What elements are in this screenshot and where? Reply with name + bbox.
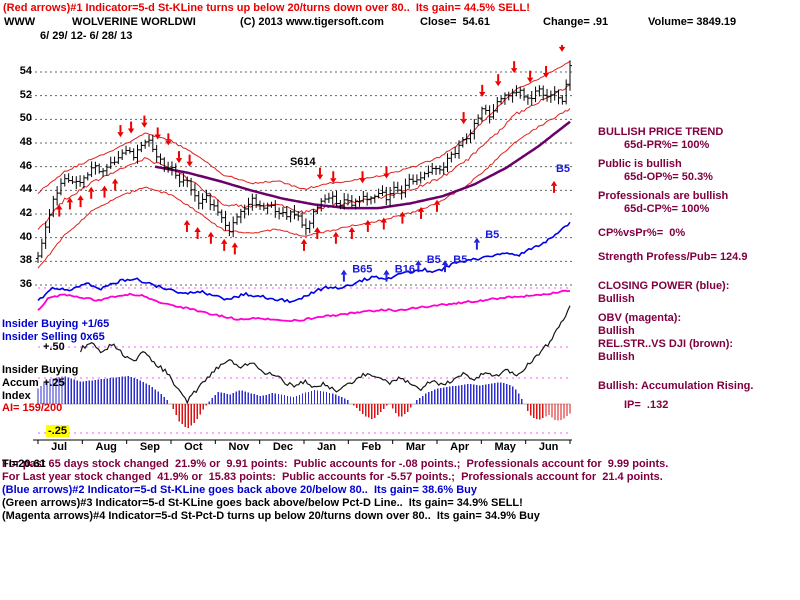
ti-indicator-overlay: TI=20.61	[2, 458, 46, 470]
panel-line: CLOSING POWER (blue):	[598, 280, 730, 292]
month-label: Dec	[272, 441, 294, 453]
scale-minus25-label: -.25	[46, 425, 69, 437]
accum-label-line1: Insider Buying	[2, 364, 79, 376]
footer-note-line: (Magenta arrows)#4 Indicator=5-d St-Pct-…	[2, 510, 540, 522]
month-label: Feb	[361, 441, 382, 453]
price-tick-label: 48	[19, 136, 32, 148]
change-value: Change= .91	[543, 16, 609, 28]
panel-line: Bullish	[598, 325, 635, 337]
accum-label-line2: Accum	[2, 377, 39, 389]
price-tick-label: 52	[19, 88, 32, 101]
svg-text:B5: B5	[427, 254, 441, 266]
price-tick-label: 44	[19, 183, 32, 196]
svg-text:B5: B5	[485, 229, 499, 241]
price-tick-label: 50	[19, 112, 32, 125]
company-name: WOLVERINE WORLDWI	[72, 16, 196, 28]
price-tick-label: 40	[19, 230, 32, 243]
footer-note-line: For Last year stock changed 41.9% or 15.…	[2, 471, 663, 483]
footer-note-line: (Green arrows)#3 Indicator=5-d St-KLine …	[2, 497, 523, 509]
svg-text:B5: B5	[453, 254, 467, 266]
month-label: May	[494, 441, 516, 453]
copyright-text: (C) 2013 www.tigersoft.com	[240, 16, 384, 28]
panel-line: Bullish: Accumulation Rising.	[598, 380, 754, 392]
footer-note-line: (Blue arrows)#2 Indicator=5-d St-KLine g…	[2, 484, 477, 496]
price-volume-chart: S614 B65 B16 B5 B5 B5 B5	[30, 45, 572, 444]
price-tick-label: 36	[19, 278, 32, 290]
month-label: Jun	[538, 441, 559, 453]
month-label: Aug	[95, 441, 117, 453]
insider-buying-label: Insider Buying +1/65	[2, 318, 110, 330]
panel-line: 65d-OP%= 50.3%	[624, 171, 713, 183]
analysis-panel: BULLISH PRICE TREND 65d-PR%= 100% Public i…	[598, 126, 798, 412]
panel-line: Bullish	[598, 351, 635, 363]
date-range: 6/ 29/ 12- 6/ 28/ 13	[40, 30, 133, 42]
panel-line: Professionals are bullish	[598, 190, 729, 202]
price-tick-label: 54	[19, 65, 32, 77]
svg-text:B5: B5	[556, 163, 570, 175]
month-label: Oct	[184, 441, 203, 453]
indicator1-note: (Red arrows)#1 Indicator=5-d St-KLine tu…	[3, 2, 530, 14]
close-value: Close= 54.61	[420, 16, 491, 28]
footer-note-line: For past 65 days stock changed 21.9% or …	[2, 458, 669, 470]
panel-line: OBV (magenta):	[598, 312, 682, 324]
accum-label-line3: Index	[2, 390, 31, 402]
month-label: Jul	[51, 441, 68, 453]
svg-text:B65: B65	[352, 263, 372, 275]
panel-line: 65d-CP%= 100%	[624, 203, 710, 215]
volume-value: Volume= 3849.19	[648, 16, 737, 28]
panel-line: BULLISH PRICE TREND	[598, 126, 724, 138]
price-tick-label: 38	[19, 254, 32, 267]
panel-line: Public is bullish	[598, 158, 682, 170]
panel-line: REL.STR..VS DJI (brown):	[598, 338, 734, 350]
svg-text:S614: S614	[290, 156, 317, 168]
insider-selling-label: Insider Selling 0x65	[2, 331, 105, 343]
ticker-symbol: WWW	[4, 16, 36, 28]
panel-line: Strength Profess/Pub= 124.9	[598, 251, 748, 263]
month-label: Nov	[228, 441, 250, 453]
month-label: Mar	[405, 441, 426, 453]
scale-plus50-label: +.50	[43, 341, 65, 353]
panel-line: 65d-PR%= 100%	[624, 139, 710, 151]
scale-plus25-label: +.25	[43, 377, 65, 389]
svg-text:B16: B16	[395, 263, 415, 275]
month-label: Apr	[450, 441, 470, 453]
price-tick-label: 42	[19, 207, 32, 219]
price-tick-label: 46	[19, 159, 32, 172]
month-label: Sep	[139, 441, 161, 453]
panel-line: IP= .132	[624, 399, 669, 411]
ai-value: AI= 159/200	[2, 402, 63, 414]
panel-line: Bullish	[598, 293, 635, 305]
panel-line: CP%vsPr%= 0%	[598, 227, 686, 239]
month-label: Jan	[317, 441, 337, 453]
